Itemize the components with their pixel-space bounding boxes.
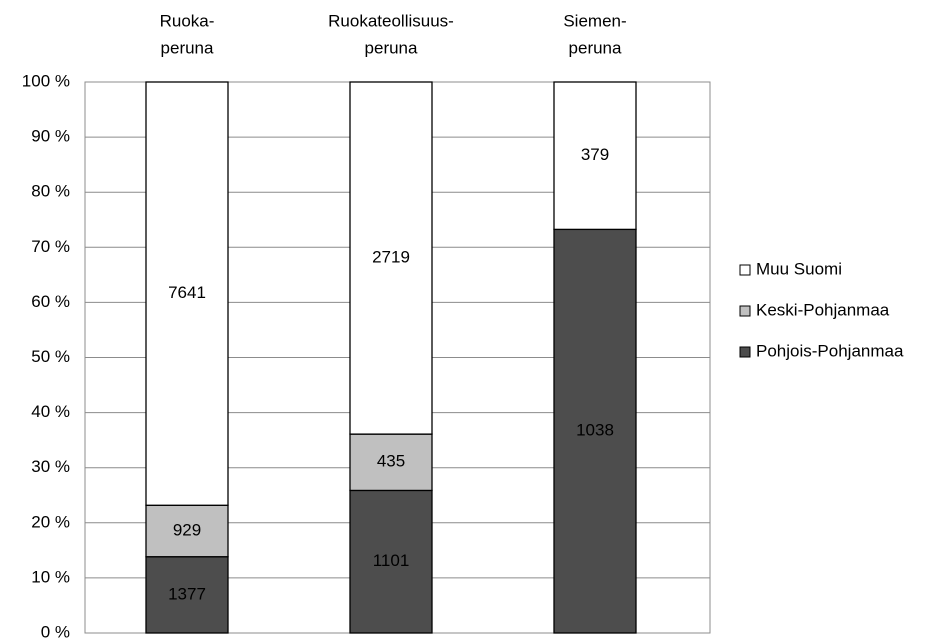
bar-segment bbox=[349, 81, 433, 435]
data-label: 1377 bbox=[168, 584, 206, 603]
data-label: 435 bbox=[377, 452, 405, 471]
legend-swatch bbox=[739, 346, 751, 358]
data-label: 1101 bbox=[373, 551, 410, 570]
data-label: 379 bbox=[581, 145, 609, 164]
x-tick-label: Ruokateollisuus- bbox=[328, 11, 454, 30]
bar-segment bbox=[145, 504, 229, 558]
y-tick-label: 80 % bbox=[31, 182, 70, 201]
data-label: 2719 bbox=[372, 248, 410, 267]
x-tick-label: peruna bbox=[365, 38, 418, 57]
y-tick-label: 100 % bbox=[22, 71, 70, 90]
data-label: 929 bbox=[173, 520, 201, 539]
x-tick-label: peruna bbox=[569, 38, 622, 57]
y-tick-label: 90 % bbox=[31, 127, 70, 146]
x-tick-label: peruna bbox=[161, 38, 214, 57]
y-tick-label: 20 % bbox=[31, 512, 70, 531]
y-tick-label: 0 % bbox=[41, 622, 70, 639]
y-tick-label: 30 % bbox=[31, 457, 70, 476]
legend-swatch bbox=[739, 305, 751, 317]
legend-label: Muu Suomi bbox=[756, 259, 842, 278]
y-tick-label: 70 % bbox=[31, 237, 70, 256]
bar-segment bbox=[349, 489, 433, 634]
y-tick-label: 50 % bbox=[31, 347, 70, 366]
y-tick-label: 10 % bbox=[31, 567, 70, 586]
bar-segment bbox=[553, 228, 637, 634]
x-tick-label: Ruoka- bbox=[160, 11, 215, 30]
legend-label: Pohjois-Pohjanmaa bbox=[756, 341, 904, 360]
data-label: 1038 bbox=[576, 421, 614, 440]
y-tick-label: 40 % bbox=[31, 402, 70, 421]
bar-segment bbox=[145, 81, 229, 506]
legend-swatch bbox=[739, 264, 751, 276]
legend-label: Keski-Pohjanmaa bbox=[756, 300, 890, 319]
bar-segment bbox=[553, 81, 637, 231]
y-tick-label: 60 % bbox=[31, 292, 70, 311]
data-label: 7641 bbox=[168, 283, 206, 302]
x-tick-label: Siemen- bbox=[563, 11, 626, 30]
bar-segment bbox=[145, 556, 229, 634]
